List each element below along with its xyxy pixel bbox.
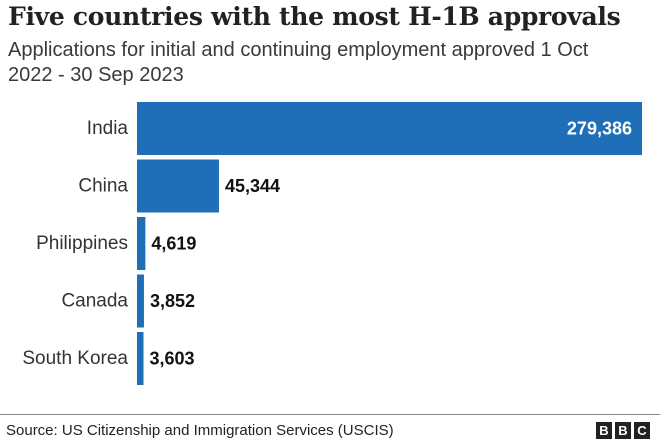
bar-india xyxy=(137,102,642,155)
logo-letter-c: C xyxy=(634,422,650,439)
chart-subtitle: Applications for initial and continuing … xyxy=(8,39,589,86)
bar-philippines xyxy=(137,217,146,270)
value-label: 279,386 xyxy=(567,119,632,139)
value-label: 4,619 xyxy=(151,234,196,254)
bar-canada xyxy=(137,274,144,328)
category-label: India xyxy=(87,118,129,139)
value-label: 45,344 xyxy=(225,176,280,196)
bar-south-korea xyxy=(137,332,144,385)
bar-china xyxy=(137,159,219,213)
logo-letter-b1: B xyxy=(596,422,612,439)
category-label: South Korea xyxy=(22,348,128,369)
value-label: 3,603 xyxy=(150,349,195,369)
source-note: Source: US Citizenship and Immigration S… xyxy=(6,422,394,439)
category-label: China xyxy=(78,176,128,197)
bbc-logo: B B C xyxy=(596,422,650,439)
bar-chart: India 279,386 China 45,344 Philippines 4,619 C… xyxy=(22,102,642,385)
logo-letter-b2: B xyxy=(615,422,631,439)
category-label: Philippines xyxy=(36,233,128,254)
category-label: Canada xyxy=(61,291,128,312)
value-label: 3,852 xyxy=(150,291,195,311)
footer-divider xyxy=(0,414,660,415)
chart-title: Five countries with the most H-1B approv… xyxy=(8,2,621,31)
